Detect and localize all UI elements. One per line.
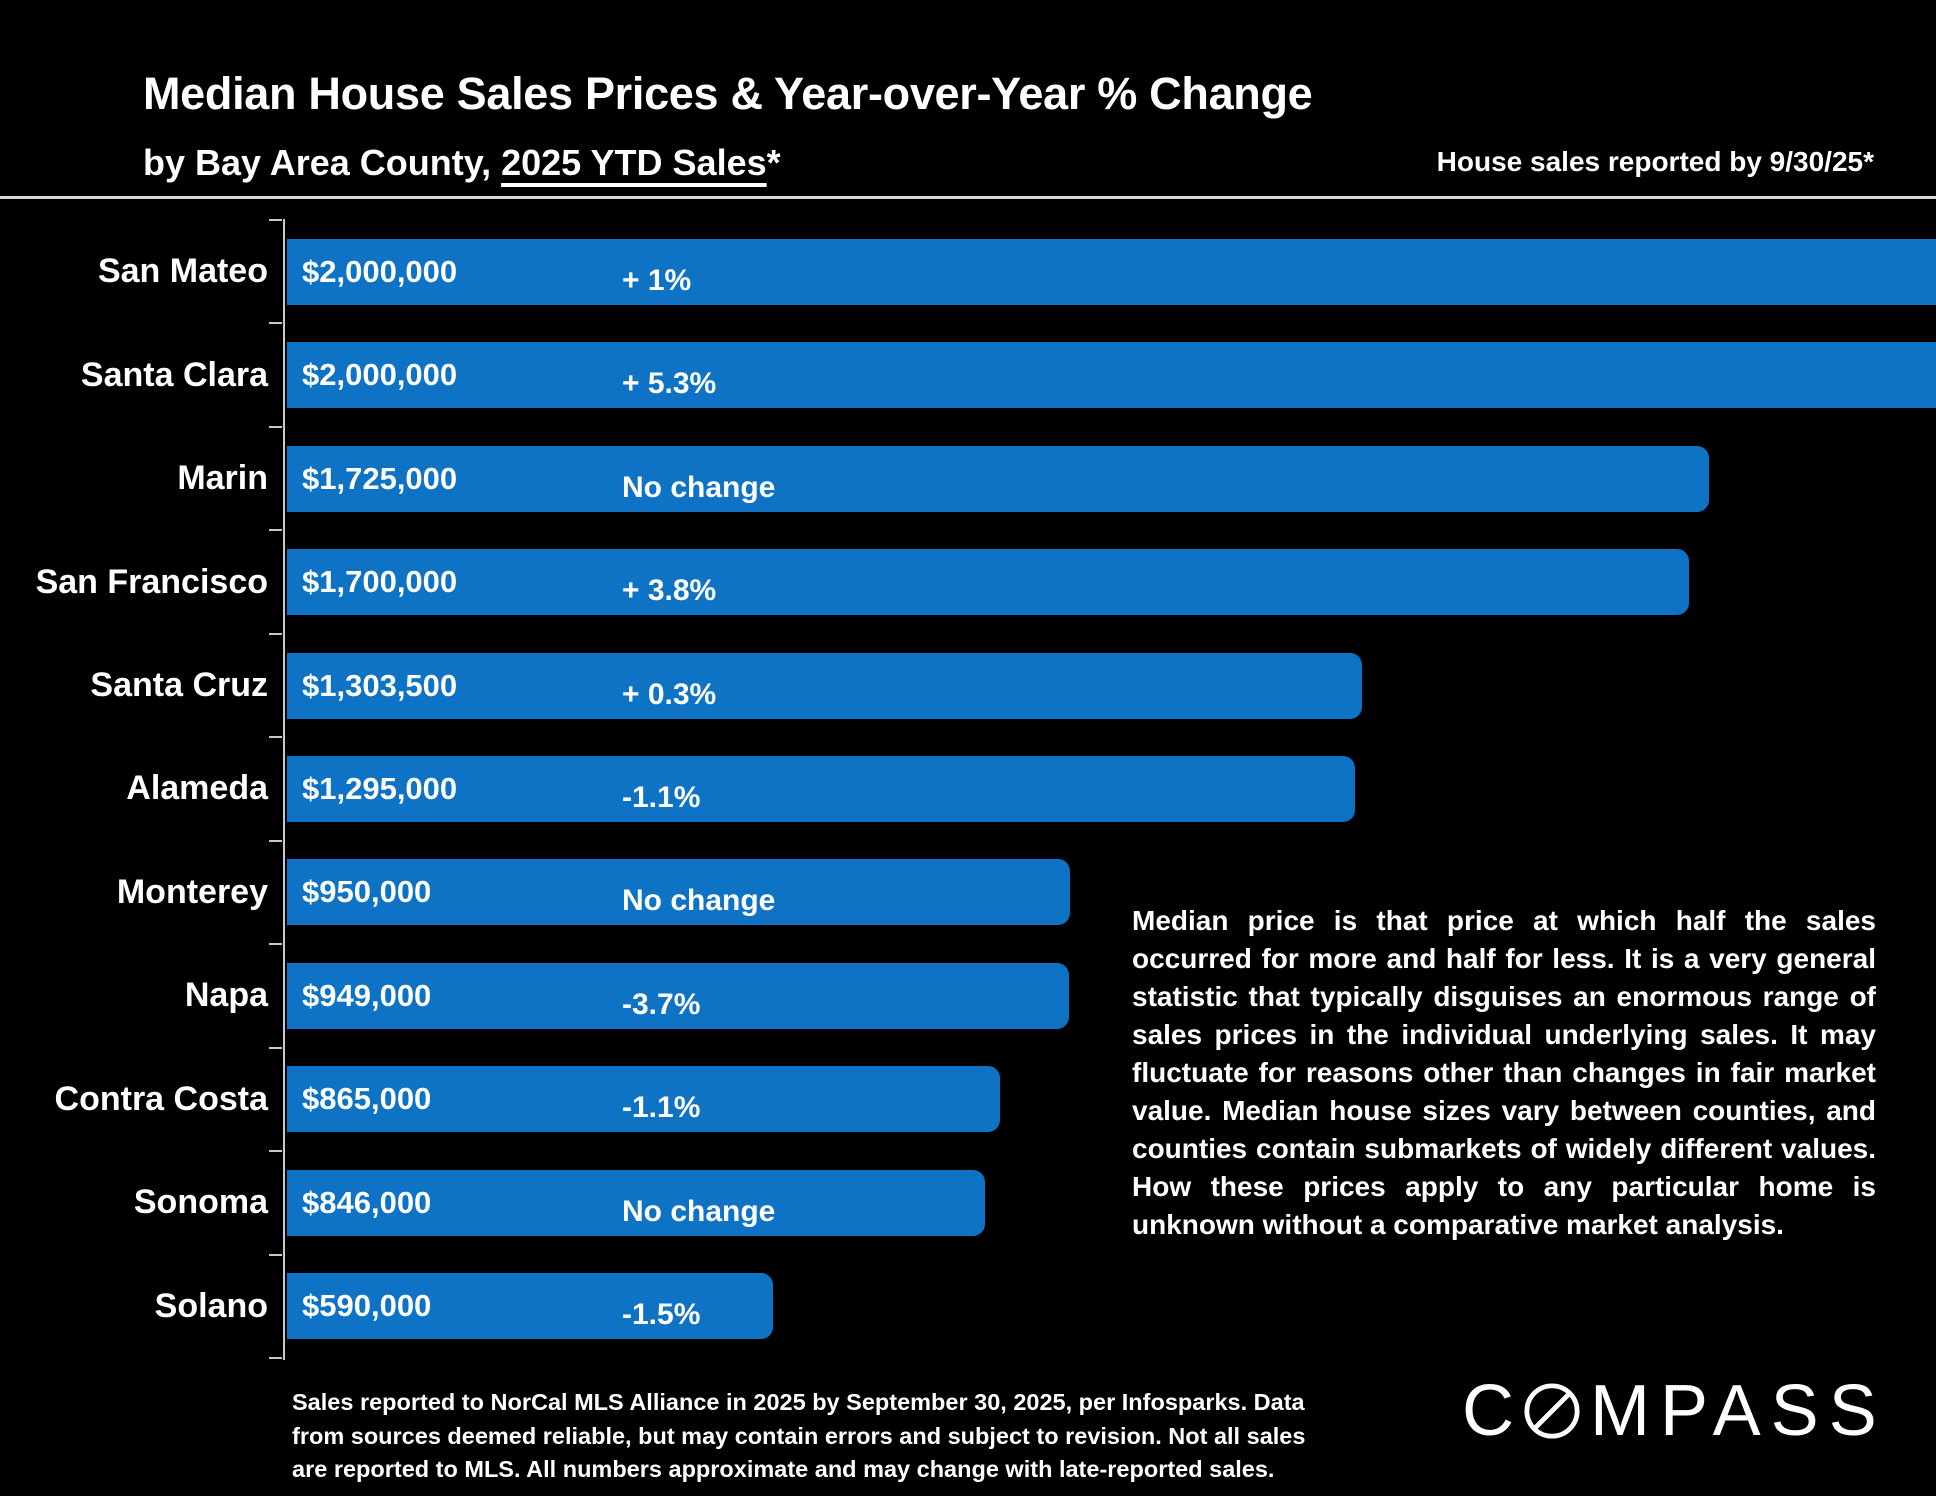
axis-tick: [269, 839, 282, 842]
bar-monterey: $950,000 No change: [287, 859, 1071, 926]
change-label-san-mateo: + 1%: [622, 263, 692, 297]
header-separator-line: [0, 196, 1936, 199]
change-label-sonoma: No change: [622, 1194, 776, 1228]
bar-san-francisco: $1,700,000 + 3.8%: [287, 549, 1689, 616]
county-label-solano: Solano: [154, 1286, 268, 1325]
subtitle-underlined-text: 2025 YTD Sales: [501, 141, 767, 183]
bar-santa-cruz: $1,303,500 + 0.3%: [287, 652, 1362, 719]
change-label-napa: -3.7%: [622, 987, 701, 1021]
axis-tick: [269, 425, 282, 428]
price-label-marin: $1,725,000: [302, 460, 458, 496]
county-label-san-mateo: San Mateo: [97, 252, 268, 291]
change-label-santa-clara: + 5.3%: [622, 367, 717, 401]
axis-tick: [269, 1357, 282, 1359]
change-label-san-francisco: + 3.8%: [622, 574, 717, 608]
page-title: Median House Sales Prices & Year-over-Ye…: [143, 68, 1313, 120]
price-label-san-mateo: $2,000,000: [302, 253, 458, 289]
axis-tick: [269, 1253, 282, 1256]
change-label-santa-cruz: + 0.3%: [622, 677, 717, 711]
axis-tick: [269, 1150, 282, 1153]
axis-tick: [269, 943, 282, 946]
bar-alameda: $1,295,000 -1.1%: [287, 756, 1355, 822]
bar-napa: $949,000 -3.7%: [287, 962, 1070, 1029]
county-label-san-francisco: San Francisco: [35, 562, 268, 601]
county-labels-column: San Mateo Santa Clara Marin San Francisco Sa…: [0, 220, 268, 1358]
price-label-contra-costa: $865,000: [302, 1081, 432, 1117]
county-label-contra-costa: Contra Costa: [54, 1079, 268, 1118]
disclaimer-line-2: from sources deemed reliable, but may co…: [292, 1422, 1306, 1449]
axis-tick: [269, 322, 282, 325]
compass-logo-letter-c: C: [1462, 1371, 1514, 1451]
bar-sonoma: $846,000 No change: [287, 1169, 985, 1236]
page-subtitle: by Bay Area County, 2025 YTD Sales*: [143, 142, 781, 184]
bar-solano: $590,000 -1.5%: [287, 1273, 774, 1340]
county-label-santa-cruz: Santa Cruz: [90, 666, 268, 705]
county-label-santa-clara: Santa Clara: [80, 355, 268, 394]
change-label-contra-costa: -1.1%: [622, 1091, 701, 1125]
bar-chart-plot-area: $2,000,000 + 1% $2,000,000 + 5.3% $1,725,000…: [287, 220, 1936, 1358]
compass-o-needle-icon: [1523, 1382, 1581, 1440]
price-label-napa: $949,000: [302, 977, 432, 1013]
subtitle-asterisk: *: [766, 141, 781, 183]
county-label-sonoma: Sonoma: [133, 1183, 268, 1222]
price-label-santa-cruz: $1,303,500: [302, 667, 458, 703]
axis-tick: [269, 219, 282, 221]
compass-logo-letters-mpass: MPASS: [1590, 1371, 1887, 1451]
disclaimer-line-1: Sales reported to NorCal MLS Alliance in…: [292, 1389, 1305, 1415]
bar-san-mateo: $2,000,000 + 1%: [287, 238, 1936, 305]
axis-tick: [269, 736, 282, 739]
price-label-santa-clara: $2,000,000: [302, 357, 458, 393]
price-label-san-francisco: $1,700,000: [302, 564, 458, 600]
y-axis-line: [283, 219, 285, 1360]
price-label-monterey: $950,000: [302, 874, 432, 910]
change-label-alameda: -1.1%: [622, 781, 701, 814]
price-label-alameda: $1,295,000: [302, 771, 458, 806]
bar-marin: $1,725,000 No change: [287, 445, 1710, 512]
subtitle-prefix: by Bay Area County,: [143, 141, 502, 183]
bar-santa-clara: $2,000,000 + 5.3%: [287, 342, 1936, 409]
axis-tick: [269, 529, 282, 532]
disclaimer-line-3: are reported to MLS. All numbers approxi…: [292, 1456, 1275, 1482]
price-label-sonoma: $846,000: [302, 1184, 432, 1220]
report-date-note: House sales reported by 9/30/25*: [1436, 146, 1874, 177]
county-label-napa: Napa: [184, 976, 268, 1015]
county-label-marin: Marin: [177, 459, 268, 498]
change-label-marin: No change: [622, 470, 776, 504]
median-price-explainer: Median price is that price at which half…: [1132, 905, 1876, 1240]
change-label-solano: -1.5%: [622, 1298, 701, 1332]
bar-contra-costa: $865,000 -1.1%: [287, 1066, 1001, 1133]
axis-tick: [269, 632, 282, 635]
axis-tick: [269, 1046, 282, 1049]
disclaimer-text: Sales reported to NorCal MLS Alliance in…: [292, 1386, 1305, 1487]
county-label-monterey: Monterey: [116, 872, 268, 911]
county-label-alameda: Alameda: [126, 769, 268, 808]
price-label-solano: $590,000: [302, 1288, 432, 1324]
compass-logo: C MPASS: [1462, 1371, 1887, 1451]
change-label-monterey: No change: [622, 884, 776, 918]
